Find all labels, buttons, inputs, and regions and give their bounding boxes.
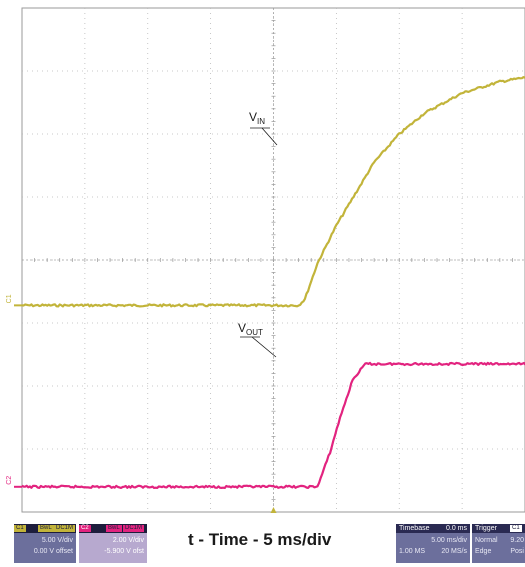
trigger-slope: Posi (510, 548, 524, 555)
channel-1-name: C1 (14, 525, 26, 532)
channel-1-offset: 0.00 V offset (33, 548, 73, 555)
trigger-marker (270, 507, 277, 513)
timebase-box: Timebase 0.0 ms 5.00 ms/div 1.00 MS 20 M… (396, 524, 470, 563)
trigger-box: Trigger C1 Normal 9.20 Edge Posi (472, 524, 525, 563)
channel-2-name: C2 (79, 525, 91, 532)
channel-marker-c1: C1 (6, 294, 13, 303)
channel-1-header: C1 BwL DC1M (14, 524, 76, 533)
channel-1-bw: BwL (38, 525, 54, 532)
timebase-header: Timebase 0.0 ms (396, 524, 470, 533)
annotation-v_in: VIN (249, 110, 265, 126)
trace-labels: VIN VOUT (238, 110, 278, 358)
channel-2-scale: 2.00 V/div (112, 537, 144, 544)
annotation-v_out: VOUT (238, 321, 263, 337)
channel-marker-c2: C2 (6, 476, 13, 485)
trigger-title: Trigger (475, 525, 497, 532)
annotation-leader (261, 127, 278, 146)
timebase-scale: 5.00 ms/div (431, 537, 467, 544)
trace-c2 (21, 361, 525, 489)
channel-2-coupling: DC1M (123, 525, 145, 532)
trigger-level: 9.20 (510, 537, 524, 544)
annotation-leader (251, 336, 277, 358)
trigger-channel: C1 (510, 525, 522, 532)
timebase-title: Timebase (399, 525, 430, 532)
trigger-header: Trigger C1 (472, 524, 525, 533)
timebase-points: 1.00 MS (399, 548, 426, 555)
channel-1-panel: C1 BwL DC1M 5.00 V/div 0.00 V offset (14, 524, 76, 563)
channel-1-scale: 5.00 V/div (41, 537, 73, 544)
channel-2-header: C2 BwL DC1M (79, 524, 147, 533)
trace-c1 (21, 76, 525, 308)
graticule (21, 7, 525, 513)
trigger-mode: Normal (475, 537, 498, 544)
channel-2-bw: BwL (106, 525, 122, 532)
x-axis-caption: t - Time - 5 ms/div (188, 530, 332, 549)
timebase-delay: 0.0 ms (445, 525, 467, 532)
channel-2-panel: C2 BwL DC1M 2.00 V/div -5.900 V ofst (79, 524, 147, 563)
channel-1-coupling: DC1M (54, 525, 76, 532)
traces: C1 C2 (6, 76, 525, 489)
trigger-panel: Trigger C1 Normal 9.20 Edge Posi (472, 524, 525, 563)
channel-2-box: C2 BwL DC1M 2.00 V/div -5.900 V ofst (79, 524, 147, 563)
timebase-panel: Timebase 0.0 ms 5.00 ms/div 1.00 MS 20 M… (396, 524, 470, 563)
channel-1-box: C1 BwL DC1M 5.00 V/div 0.00 V offset (14, 524, 76, 563)
trigger-type: Edge (475, 548, 492, 555)
channel-2-offset: -5.900 V ofst (104, 548, 144, 555)
timebase-rate: 20 MS/s (441, 548, 467, 555)
